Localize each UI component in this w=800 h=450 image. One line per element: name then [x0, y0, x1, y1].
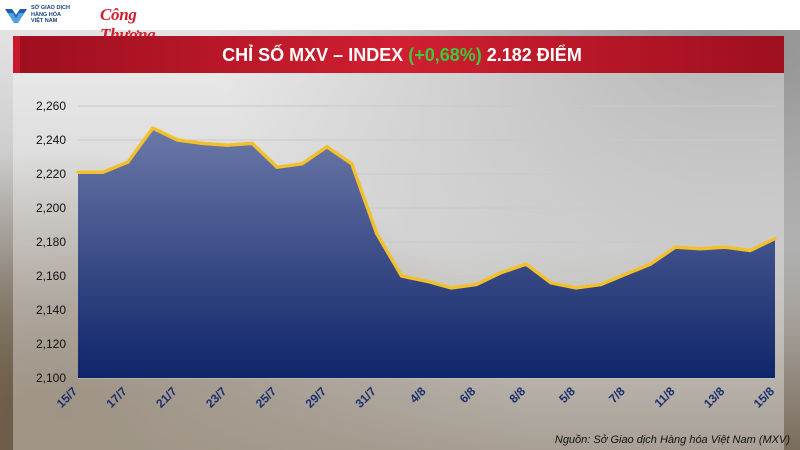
y-tick-label: 2,240	[36, 133, 66, 147]
y-tick-label: 2,120	[36, 337, 66, 351]
data-point	[748, 248, 752, 253]
data-point	[549, 281, 553, 285]
mxv-logo-line-2: HÀNG HÓA	[31, 11, 61, 18]
y-tick-label: 2,200	[36, 201, 66, 215]
data-point	[126, 160, 130, 164]
x-tick-label: 7/8	[606, 384, 628, 406]
y-tick-label: 2,100	[36, 371, 66, 385]
chart-title: CHỈ SỐ MXV – INDEX (+0,68%) 2.182 ĐIỂM	[20, 45, 784, 66]
data-point	[624, 272, 628, 276]
data-point	[648, 262, 653, 266]
area-fill	[78, 128, 775, 378]
data-point	[673, 245, 678, 249]
title-accent-bar	[13, 36, 20, 73]
x-tick-label: 5/8	[556, 384, 578, 406]
data-point	[176, 138, 180, 142]
data-point	[101, 170, 105, 174]
source-note: Nguồn: Sở Giao dịch Hàng hóa Việt Nam (M…	[554, 434, 790, 446]
data-point	[400, 274, 404, 278]
x-tick-label: 4/8	[407, 384, 429, 406]
data-point	[599, 282, 603, 287]
x-tick-label: 8/8	[506, 384, 528, 406]
x-tick-label: 17/7	[103, 384, 130, 411]
y-tick-label: 2,180	[36, 235, 66, 249]
mxv-logo-line-3: VIỆT NAM	[31, 18, 58, 24]
x-tick-label: 29/7	[303, 384, 330, 411]
data-point	[151, 126, 155, 130]
x-tick-label: 11/8	[652, 384, 678, 410]
title-suffix: 2.182 ĐIỂM	[481, 45, 582, 65]
data-point	[300, 162, 304, 166]
data-point	[499, 271, 503, 275]
data-point	[375, 231, 379, 236]
data-point	[424, 279, 429, 283]
data-point	[350, 162, 354, 166]
mxv-logo-line-1: SỞ GIAO DỊCH	[31, 5, 70, 11]
x-tick-label: 25/7	[253, 384, 280, 411]
x-tick-label: 21/7	[153, 384, 180, 411]
x-tick-label: 6/8	[457, 384, 479, 406]
data-point	[574, 286, 578, 290]
data-point	[76, 170, 80, 174]
data-point	[275, 165, 279, 169]
x-tick-label: 13/8	[701, 384, 728, 411]
top-header: SỞ GIAO DỊCH HÀNG HÓA VIỆT NAM Công Thươ…	[0, 0, 800, 44]
data-point	[773, 237, 777, 241]
x-tick-label: 15/8	[751, 384, 778, 411]
data-point	[325, 145, 329, 149]
title-banner: CHỈ SỐ MXV – INDEX (+0,68%) 2.182 ĐIỂM	[20, 36, 784, 73]
data-point	[225, 143, 229, 147]
data-point	[474, 282, 478, 287]
x-tick-label: 15/7	[54, 384, 81, 411]
y-tick-label: 2,260	[36, 99, 66, 113]
mxv-logo: SỞ GIAO DỊCH HÀNG HÓA VIỆT NAM	[4, 3, 92, 27]
data-point	[449, 286, 453, 290]
data-point	[698, 247, 702, 251]
data-point	[250, 141, 254, 145]
title-change: (+0,68%)	[408, 45, 482, 65]
title-prefix: CHỈ SỐ MXV – INDEX	[222, 45, 409, 65]
x-tick-label: 31/7	[352, 384, 379, 411]
y-tick-label: 2,140	[36, 303, 66, 317]
x-tick-label: 23/7	[203, 384, 230, 411]
data-point	[524, 262, 528, 266]
y-tick-label: 2,220	[36, 167, 66, 181]
data-point	[723, 245, 727, 249]
data-point	[200, 141, 205, 145]
y-tick-label: 2,160	[36, 269, 66, 283]
mxv-logo-icon	[5, 9, 27, 23]
